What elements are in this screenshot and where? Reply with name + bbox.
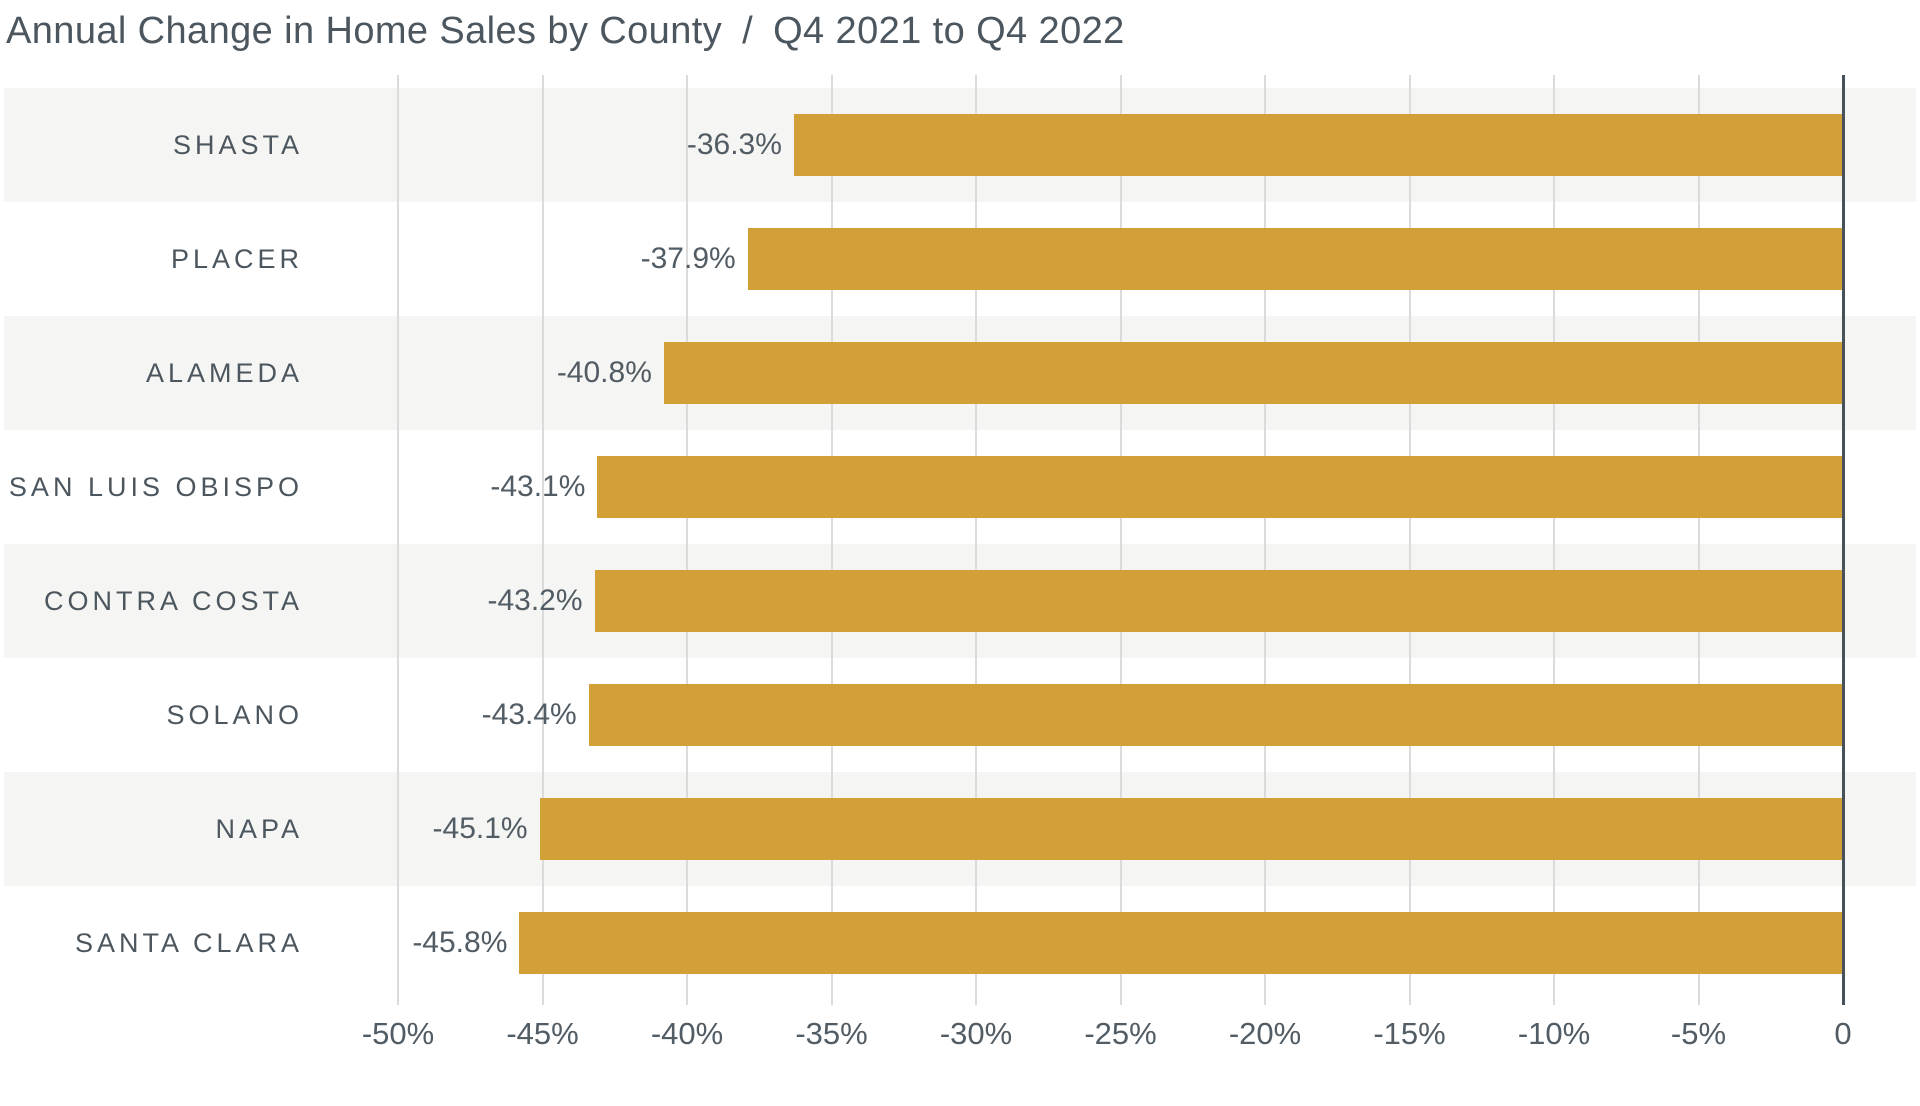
x-tick-label: -40% bbox=[650, 1016, 724, 1051]
bar bbox=[519, 912, 1843, 974]
x-tick-label: -15% bbox=[1373, 1016, 1446, 1051]
county-label: SOLANO bbox=[166, 700, 303, 730]
chart-title: Annual Change in Home Sales by County / Q4… bbox=[6, 10, 1125, 53]
gridline bbox=[1553, 75, 1555, 1005]
x-tick-label: -45% bbox=[506, 1016, 579, 1051]
bar bbox=[539, 798, 1843, 860]
chart-title-period: Q4 2021 to Q4 2022 bbox=[773, 10, 1125, 52]
gridline bbox=[1408, 75, 1411, 1005]
gridline bbox=[975, 75, 977, 1005]
gridline bbox=[686, 75, 688, 1005]
bar bbox=[793, 114, 1843, 176]
county-label: NAPA bbox=[215, 814, 303, 844]
value-label: -43.1% bbox=[490, 470, 586, 503]
x-tick-label: -10% bbox=[1517, 1016, 1591, 1051]
x-tick-label: -50% bbox=[361, 1016, 435, 1051]
gridline bbox=[830, 75, 833, 1005]
value-label: -36.3% bbox=[686, 128, 782, 161]
gridline bbox=[541, 75, 544, 1005]
zero-axis-line bbox=[1842, 75, 1845, 1005]
gridline bbox=[1119, 75, 1122, 1005]
x-tick-label: -30% bbox=[939, 1016, 1013, 1051]
gridline bbox=[397, 75, 399, 1005]
county-label: SAN LUIS OBISPO bbox=[8, 472, 303, 502]
bar bbox=[588, 684, 1843, 746]
county-label: CONTRA COSTA bbox=[43, 586, 303, 616]
chart-title-main: Annual Change in Home Sales by County bbox=[6, 10, 723, 52]
x-tick-label: -5% bbox=[1670, 1016, 1727, 1051]
bar bbox=[594, 570, 1843, 632]
x-tick-label: -20% bbox=[1228, 1016, 1302, 1051]
county-label: SHASTA bbox=[172, 130, 303, 160]
county-label: SANTA CLARA bbox=[74, 928, 303, 958]
gridline bbox=[1264, 75, 1266, 1005]
value-label: -37.9% bbox=[640, 242, 736, 275]
value-label: -45.8% bbox=[412, 926, 508, 959]
x-tick-label: -25% bbox=[1084, 1016, 1157, 1051]
chart-title-separator: / bbox=[742, 10, 754, 52]
county-label: ALAMEDA bbox=[145, 358, 303, 388]
county-label: PLACER bbox=[170, 244, 303, 274]
value-label: -43.4% bbox=[481, 698, 577, 731]
x-tick-label: -35% bbox=[795, 1016, 868, 1051]
value-label: -45.1% bbox=[432, 812, 528, 845]
value-label: -43.2% bbox=[487, 584, 583, 617]
bar bbox=[663, 342, 1843, 404]
bar bbox=[597, 456, 1843, 518]
x-tick-label: 0 bbox=[1834, 1016, 1852, 1051]
value-label: -40.8% bbox=[556, 356, 652, 389]
bar bbox=[747, 228, 1843, 290]
gridline bbox=[1697, 75, 1700, 1005]
